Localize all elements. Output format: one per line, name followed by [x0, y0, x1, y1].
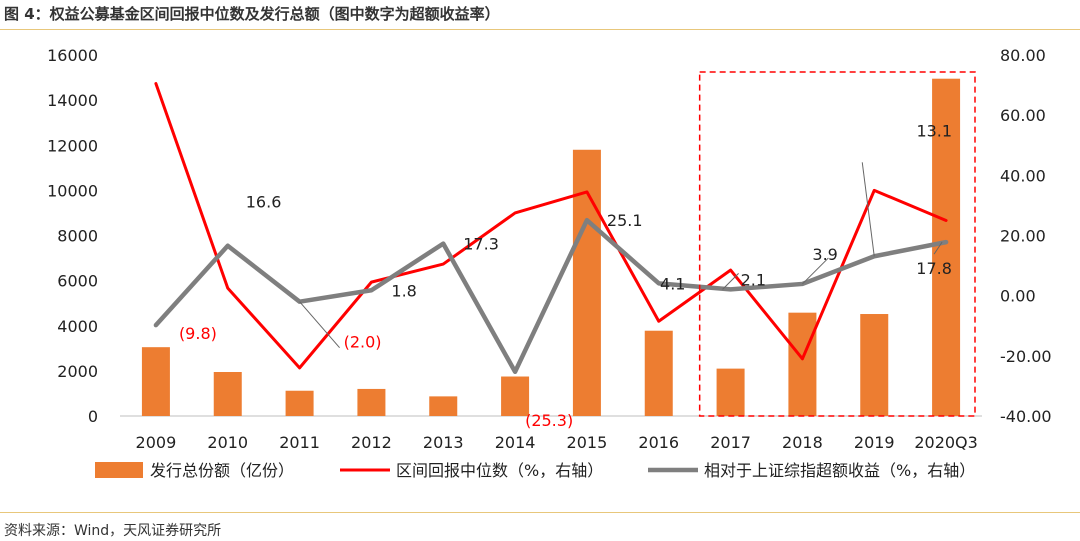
data-label: 3.9 — [812, 245, 837, 264]
x-axis-tick-label: 2018 — [782, 433, 823, 452]
legend-label: 发行总份额（亿份） — [150, 461, 294, 480]
data-label: 4.1 — [660, 274, 685, 293]
left-axis-tick-label: 10000 — [47, 181, 98, 200]
bar-issuance — [429, 396, 458, 416]
right-axis-tick-label: 60.00 — [1000, 106, 1046, 125]
line-excess-return — [153, 217, 949, 375]
source-rule — [0, 512, 1080, 513]
left-axis-tick-label: 14000 — [47, 91, 98, 110]
left-axis-tick-label: 4000 — [57, 317, 98, 336]
data-label: 2.1 — [741, 270, 766, 289]
data-label: 1.8 — [391, 281, 416, 300]
right-axis-tick-label: 20.00 — [1000, 227, 1046, 246]
chart: 0 2000 4000 6000 8000 10000 12000 14000 16000 -40… — [47, 46, 1052, 480]
x-axis-tick-label: 2013 — [423, 433, 464, 452]
data-label: 17.8 — [916, 259, 952, 278]
left-axis-tick-label: 12000 — [47, 136, 98, 155]
left-axis-tick-label: 8000 — [57, 227, 98, 246]
left-axis-tick-label: 16000 — [47, 46, 98, 65]
bar-issuance — [357, 388, 386, 416]
left-axis-tick-label: 6000 — [57, 272, 98, 291]
legend-label: 相对于上证综指超额收益（%，右轴） — [704, 461, 975, 480]
bar-issuance — [644, 330, 673, 416]
bar-issuance — [285, 390, 314, 416]
annotation-leader-line — [802, 257, 829, 285]
data-label: 16.6 — [246, 193, 282, 212]
figure-title: 图 4：权益公募基金区间回报中位数及发行总额（图中数字为超额收益率） — [4, 5, 500, 23]
x-axis-tick-label: 2015 — [567, 433, 608, 452]
bar-issuance — [572, 149, 601, 416]
data-label: (2.0) — [344, 333, 382, 352]
bar-issuance — [788, 312, 817, 416]
title-rule — [0, 29, 1080, 30]
data-label: 17.3 — [463, 235, 499, 254]
annotation-leader-line — [861, 162, 875, 257]
left-axis-tick-label: 0 — [88, 407, 98, 426]
annotation-leader-line — [722, 272, 739, 290]
data-label: 13.1 — [916, 121, 952, 140]
annotation-leader-line — [299, 301, 340, 349]
bar-issuance — [932, 78, 961, 417]
annotation-leader-line — [933, 241, 943, 255]
right-axis-tick-label: 80.00 — [1000, 46, 1046, 65]
x-axis-tick-label: 2014 — [495, 433, 536, 452]
bar-issuance — [141, 347, 170, 416]
right-axis-tick-label: 40.00 — [1000, 166, 1046, 185]
right-axis-tick-label: 0.00 — [1000, 287, 1036, 306]
bar-issuance — [501, 376, 530, 416]
figure-source: 资料来源：Wind，天风证券研究所 — [4, 523, 222, 539]
x-axis-tick-label: 2020Q3 — [914, 433, 978, 452]
x-axis-tick-label: 2017 — [710, 433, 751, 452]
x-axis-tick-label: 2016 — [638, 433, 679, 452]
bar-issuance — [860, 314, 889, 416]
data-label: (9.8) — [179, 324, 217, 343]
bar-issuance — [716, 368, 745, 416]
left-axis-tick-label: 2000 — [57, 362, 98, 381]
bar-issuance — [213, 372, 242, 416]
right-axis-tick-label: -40.00 — [1000, 407, 1052, 426]
data-label: 25.1 — [607, 211, 643, 230]
line-median-return — [154, 82, 948, 370]
data-label: (25.3) — [525, 411, 573, 430]
legend-label: 区间回报中位数（%，右轴） — [396, 461, 603, 480]
x-axis-tick-label: 2010 — [207, 433, 248, 452]
legend-swatch-bar — [95, 462, 143, 478]
x-axis-tick-label: 2009 — [136, 433, 177, 452]
x-axis-tick-label: 2019 — [854, 433, 895, 452]
x-axis-tick-label: 2012 — [351, 433, 392, 452]
x-axis-tick-label: 2011 — [279, 433, 320, 452]
right-axis-tick-label: -20.00 — [1000, 347, 1052, 366]
